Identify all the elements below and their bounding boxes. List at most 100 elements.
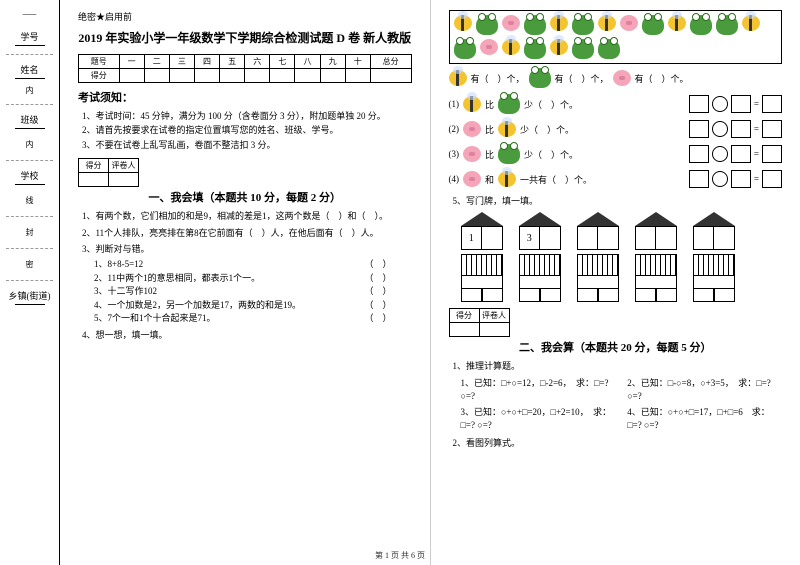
- bee-icon: [449, 70, 467, 86]
- tf-text: 5、7个一和1个十合起来是71。: [94, 313, 216, 323]
- answer-box[interactable]: [519, 288, 540, 302]
- left-column: 绝密★启用前 2019 年实验小学一年级数学下学期综合检测试题 D 卷 新人教版…: [60, 0, 431, 565]
- bee-icon: [454, 15, 472, 31]
- tf-text: 3、十二写作102: [94, 286, 157, 296]
- spine-line: [15, 78, 45, 79]
- question: 5、写门牌，填一填。: [453, 194, 783, 208]
- content-columns: 绝密★启用前 2019 年实验小学一年级数学下学期综合检测试题 D 卷 新人教版…: [60, 0, 800, 565]
- notice-item: 2、请首先按要求在试卷的指定位置填写您的姓名、班级、学号。: [82, 123, 412, 137]
- answer-box[interactable]: [731, 170, 751, 188]
- spine-label-3: 学校: [2, 169, 57, 182]
- answer-box[interactable]: [577, 288, 598, 302]
- calc-item: 4、已知：○+○+□=17，□+□=6 求：□=? ○=?: [615, 405, 782, 434]
- pig-icon: [463, 121, 481, 137]
- answer-box[interactable]: [635, 288, 656, 302]
- frog-icon: [498, 144, 520, 164]
- tf-text: 4、一个加数是2，另一个加数是17，两数的和是19。: [94, 300, 301, 310]
- answer-box[interactable]: [731, 145, 751, 163]
- spine-marker: 密: [2, 259, 57, 270]
- td: 得分: [79, 159, 109, 173]
- notice-item: 1、考试时间：45 分钟，满分为 100 分（含卷面分 3 分），附加题单独 2…: [82, 109, 412, 123]
- answer-box[interactable]: [482, 288, 503, 302]
- operator-circle[interactable]: [712, 96, 728, 112]
- building-icon: [693, 254, 735, 302]
- spine-line: [15, 45, 45, 46]
- frog-icon: [524, 39, 546, 59]
- spine-line: [15, 128, 45, 129]
- answer-box[interactable]: [762, 170, 782, 188]
- answer-box[interactable]: [461, 288, 482, 302]
- answer-box[interactable]: [714, 288, 735, 302]
- answer-box[interactable]: [731, 120, 751, 138]
- operator-circle[interactable]: [712, 146, 728, 162]
- answer-box[interactable]: [762, 120, 782, 138]
- td: 评卷人: [479, 309, 509, 323]
- spine-marker: 线: [2, 195, 57, 206]
- answer-box[interactable]: [656, 288, 677, 302]
- table-row: 得分: [79, 69, 412, 83]
- calc-grid: 1、已知：□+○=12，□-2=6， 求：□=? ○=? 2、已知：□-○=8，…: [449, 376, 783, 434]
- td: 得分: [79, 69, 120, 83]
- building-icon: [635, 254, 677, 302]
- answer-box[interactable]: [689, 170, 709, 188]
- answer-box[interactable]: [689, 95, 709, 113]
- animal-icon-box: [449, 10, 783, 64]
- score-table: 题号 一 二 三 四 五 六 七 八 九 十 总分 得分: [78, 54, 412, 83]
- bee-icon: [550, 39, 568, 55]
- frog-icon: [524, 15, 546, 35]
- binding-spine: ___ 学号 姓名 内 班级 内 学校 线 封 密 乡镇(街道): [0, 0, 60, 565]
- answer-box[interactable]: [689, 120, 709, 138]
- section-heading-1: 一、我会填（本题共 10 分，每题 2 分）: [78, 189, 412, 205]
- th: 九: [320, 55, 345, 69]
- house-icon: 3: [519, 212, 561, 250]
- answer-box[interactable]: [731, 95, 751, 113]
- pig-icon: [613, 70, 631, 86]
- count-text: 有（ ）个。: [635, 72, 689, 85]
- operator-circle[interactable]: [712, 171, 728, 187]
- question: 2、11个人排队，亮亮排在第8在它前面有（ ）人，在他后面有（ ）人。: [82, 226, 412, 240]
- calc-item: 3、已知：○+○+□=20，□+2=10， 求：□=? ○=?: [449, 405, 616, 434]
- table-row: 题号 一 二 三 四 五 六 七 八 九 十 总分: [79, 55, 412, 69]
- pig-icon: [502, 15, 520, 31]
- notice-heading: 考试须知：: [78, 89, 412, 105]
- equation-boxes: =: [689, 95, 782, 113]
- operator-circle[interactable]: [712, 121, 728, 137]
- frog-icon: [498, 94, 520, 114]
- grader-table: 得分评卷人: [78, 158, 139, 187]
- spine-marker: 内: [2, 85, 57, 96]
- building-icon: [577, 254, 619, 302]
- building-icon: [519, 254, 561, 302]
- th: 总分: [370, 55, 411, 69]
- answer-box[interactable]: [693, 288, 714, 302]
- spine-label-0: 学号: [2, 30, 57, 43]
- pig-icon: [463, 146, 481, 162]
- answer-box[interactable]: [598, 288, 619, 302]
- spine-sep: [6, 104, 53, 105]
- spine-marker: 封: [2, 227, 57, 238]
- answer-box[interactable]: [762, 145, 782, 163]
- building-row: [461, 254, 783, 302]
- bee-icon: [498, 121, 516, 137]
- answer-box[interactable]: [762, 95, 782, 113]
- pig-icon: [463, 171, 481, 187]
- tf-item: 1、8+8-5=12（ ）: [94, 258, 412, 272]
- question: 2、看图列算式。: [453, 436, 783, 450]
- house-row: 13: [461, 212, 783, 250]
- tf-text: 1、8+8-5=12: [94, 259, 143, 269]
- house-icon: [577, 212, 619, 250]
- comparison-row: (1) 比 少（ ）个。 =: [449, 94, 783, 114]
- count-text: 有（ ）个，: [471, 72, 525, 85]
- tf-item: 2、11中两个1的意思相同，都表示1个一。（ ）: [94, 272, 412, 286]
- bee-icon: [668, 15, 686, 31]
- spine-label-2: 班级: [2, 113, 57, 126]
- answer-box[interactable]: [689, 145, 709, 163]
- frog-icon: [642, 15, 664, 35]
- exam-title: 2019 年实验小学一年级数学下学期综合检测试题 D 卷 新人教版: [78, 29, 412, 46]
- comparison-row: (2) 比 少（ ）个。 =: [449, 120, 783, 138]
- frog-icon: [716, 15, 738, 35]
- th: 五: [220, 55, 245, 69]
- tf-text: 2、11中两个1的意思相同，都表示1个一。: [94, 273, 260, 283]
- count-text: 有（ ）个，: [555, 72, 609, 85]
- house-icon: 1: [461, 212, 503, 250]
- answer-box[interactable]: [540, 288, 561, 302]
